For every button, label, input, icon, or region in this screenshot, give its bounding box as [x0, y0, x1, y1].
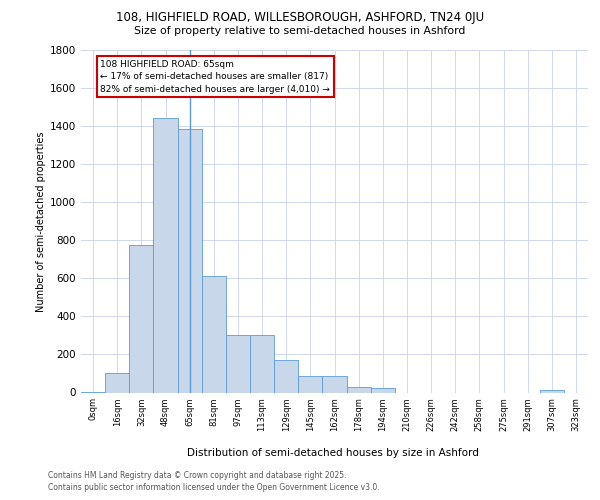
- Text: Contains HM Land Registry data © Crown copyright and database right 2025.: Contains HM Land Registry data © Crown c…: [48, 471, 347, 480]
- Bar: [298, 376, 322, 392]
- Bar: [154, 118, 178, 392]
- Bar: [202, 276, 226, 392]
- Bar: [129, 245, 154, 392]
- Bar: [540, 390, 564, 392]
- Text: 108, HIGHFIELD ROAD, WILLESBOROUGH, ASHFORD, TN24 0JU: 108, HIGHFIELD ROAD, WILLESBOROUGH, ASHF…: [116, 12, 484, 24]
- Y-axis label: Number of semi-detached properties: Number of semi-detached properties: [36, 131, 46, 312]
- Bar: [105, 374, 129, 392]
- Text: Distribution of semi-detached houses by size in Ashford: Distribution of semi-detached houses by …: [187, 448, 479, 458]
- Text: Contains public sector information licensed under the Open Government Licence v3: Contains public sector information licen…: [48, 484, 380, 492]
- Bar: [250, 336, 274, 392]
- Text: Size of property relative to semi-detached houses in Ashford: Size of property relative to semi-detach…: [134, 26, 466, 36]
- Bar: [322, 376, 347, 392]
- Bar: [178, 129, 202, 392]
- Bar: [226, 336, 250, 392]
- Text: 108 HIGHFIELD ROAD: 65sqm
← 17% of semi-detached houses are smaller (817)
82% of: 108 HIGHFIELD ROAD: 65sqm ← 17% of semi-…: [100, 60, 330, 94]
- Bar: [347, 387, 371, 392]
- Bar: [371, 388, 395, 392]
- Bar: [274, 360, 298, 392]
